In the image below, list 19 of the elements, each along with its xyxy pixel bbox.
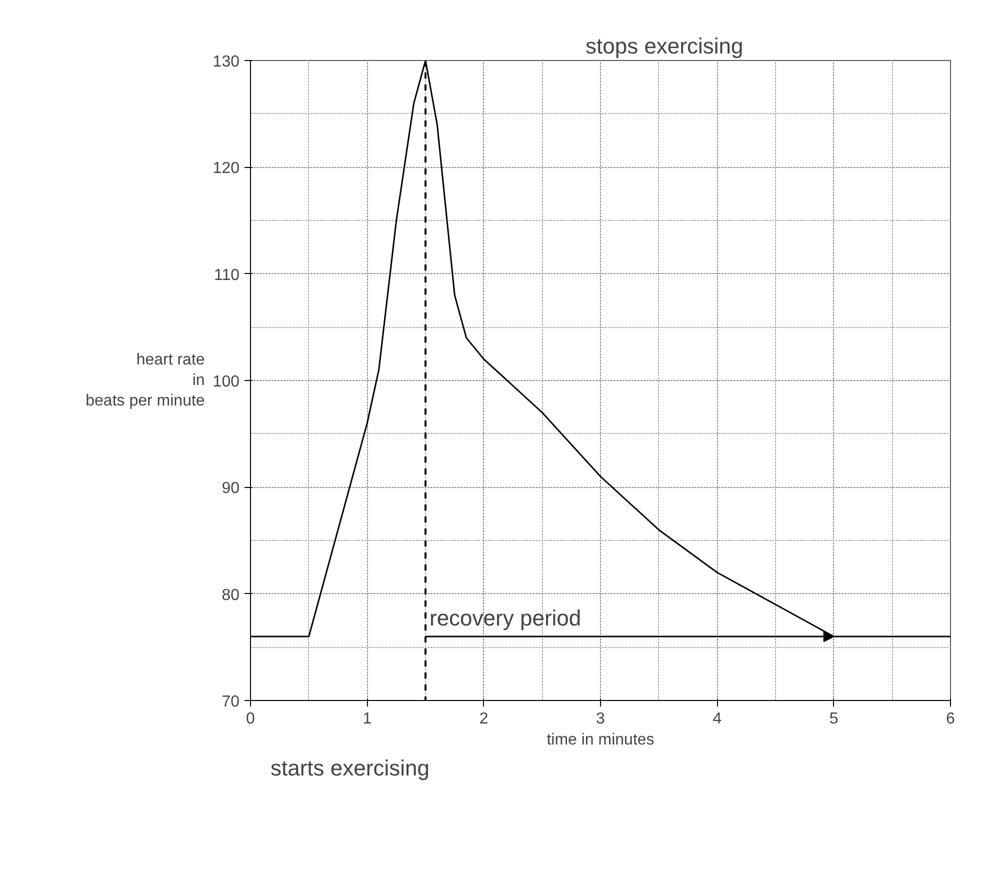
annotation: recovery period (430, 606, 582, 630)
text: stops exercising (586, 34, 744, 58)
y-tick-label: 120 (212, 160, 240, 178)
y-tick-label: 90 (222, 480, 240, 498)
y-tick-label: 100 (212, 374, 240, 390)
x-tick-label: 0 (246, 710, 256, 728)
x-tick-label: 3 (596, 710, 606, 728)
text: starts exercising (270, 756, 430, 780)
x-tick-label: 1 (362, 710, 372, 728)
y-tick-label: 70 (222, 694, 240, 710)
x-tick-label: 5 (829, 710, 838, 728)
y-axis-title: heart rate in beats per minute (86, 352, 205, 410)
y-tick-label: 110 (214, 266, 240, 284)
x-axis-title: time in minutes (546, 732, 654, 748)
x-tick-label: 4 (712, 710, 722, 728)
x-tick-label: 6 (946, 710, 956, 728)
y-tick-label: 130 (212, 54, 240, 70)
y-tick-label: 80 (222, 586, 240, 604)
x-tick-label: 2 (479, 710, 488, 728)
